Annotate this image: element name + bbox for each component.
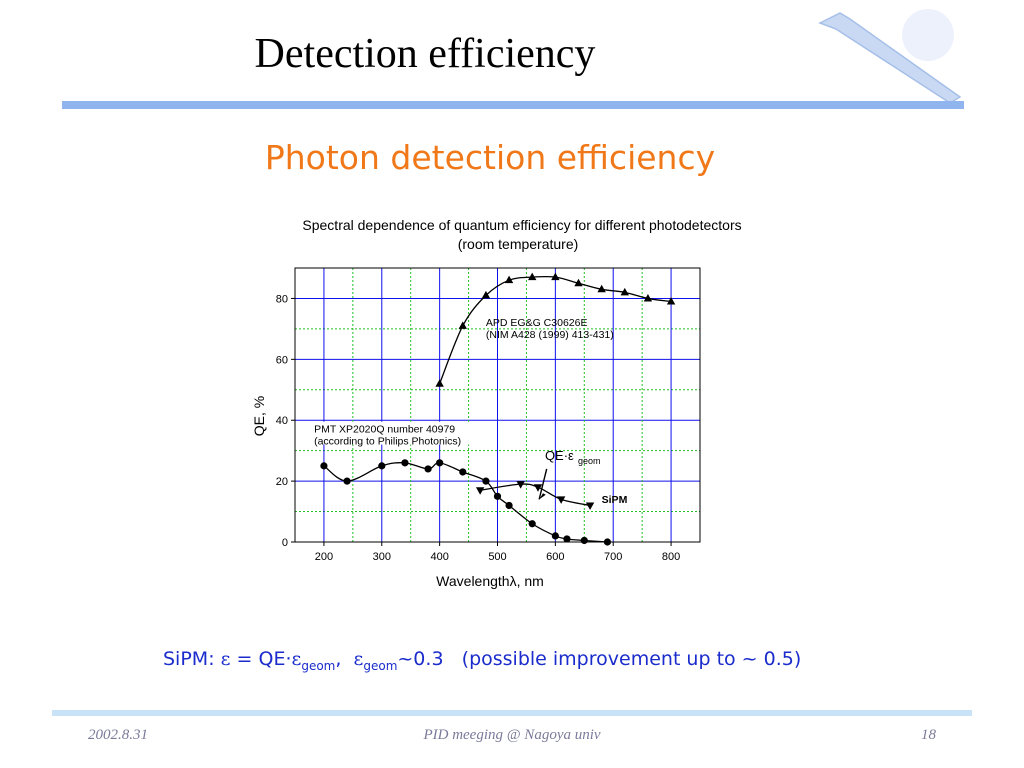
chart-series xyxy=(320,272,676,546)
title-underline xyxy=(62,101,964,109)
footer-page-number: 18 xyxy=(921,727,936,743)
qe-chart: Spectral dependence of quantum efficienc… xyxy=(240,210,800,600)
sipm-qe-annotation: QE·ε xyxy=(545,448,574,463)
formula-epsilon: ε xyxy=(220,648,231,670)
data-point xyxy=(551,272,560,281)
data-point xyxy=(574,278,583,287)
apd-label: APD EG&G C30626E xyxy=(486,317,588,329)
formula-note: (possible improvement up to ~ 0.5) xyxy=(461,648,802,670)
formula-lead: SiPM: xyxy=(163,648,215,670)
sipm-formula: SiPM: ε = QE·εgeom, εgeom~0.3 (possible … xyxy=(163,648,923,673)
x-tick-label: 400 xyxy=(430,551,448,563)
formula-epsilon-3: ε xyxy=(353,648,364,670)
series-0 xyxy=(435,272,676,387)
series-2 xyxy=(475,481,595,510)
slide-subtitle: Photon detection efficiency xyxy=(264,138,716,177)
data-point xyxy=(643,293,653,302)
data-point xyxy=(597,284,606,293)
formula-epsilon-2: ε xyxy=(291,648,302,670)
chart-annotations: APD EG&G C30626E(NIM A428 (1999) 413-431… xyxy=(312,317,628,506)
data-point xyxy=(493,492,502,500)
series-line xyxy=(323,462,608,543)
x-axis-label: Wavelengthλ, nm xyxy=(436,573,544,589)
annotation-arrowhead xyxy=(539,493,546,500)
data-point xyxy=(401,459,409,467)
sipm-qe-annotation-sub: geom xyxy=(578,456,601,466)
data-point xyxy=(481,290,491,299)
data-point xyxy=(666,296,676,305)
data-point xyxy=(603,538,612,546)
y-tick-label: 60 xyxy=(276,354,288,366)
chart-title: Spectral dependence of quantum efficienc… xyxy=(302,217,741,233)
data-point xyxy=(475,487,485,495)
x-tick-label: 500 xyxy=(488,551,506,563)
y-tick-label: 0 xyxy=(282,537,288,549)
y-tick-label: 20 xyxy=(276,476,288,488)
data-point xyxy=(556,496,566,504)
chart-grid xyxy=(295,267,701,543)
x-tick-label: 200 xyxy=(315,551,333,563)
data-point xyxy=(585,502,595,510)
stylus-decoration-icon xyxy=(818,9,962,104)
data-point xyxy=(528,520,536,528)
data-point xyxy=(458,321,467,329)
chart-svg: Spectral dependence of quantum efficienc… xyxy=(251,217,742,589)
x-tick-label: 700 xyxy=(604,551,622,563)
data-point xyxy=(504,275,514,284)
pmt-label: PMT XP2020Q number 40979 xyxy=(314,423,455,435)
data-point xyxy=(533,484,543,492)
formula-comma: , xyxy=(335,648,342,670)
apd-label-line2: (NIM A428 (1999) 413-431) xyxy=(486,329,614,341)
annotation-arrow xyxy=(538,468,548,500)
footer-event: PID meeging @ Nagoya univ xyxy=(423,727,601,743)
x-tick-label: 300 xyxy=(373,551,391,563)
data-point xyxy=(459,468,467,476)
footer-rule xyxy=(52,710,972,716)
y-tick-label: 80 xyxy=(276,293,288,305)
data-point xyxy=(505,501,513,510)
data-point xyxy=(343,477,351,485)
data-point xyxy=(516,481,525,489)
chart-subtitle: (room temperature) xyxy=(458,236,579,252)
data-point xyxy=(378,462,386,470)
data-point xyxy=(551,532,559,540)
pmt-label-line2: (according to Philips Photonics) xyxy=(314,436,461,448)
y-axis-label: QE, % xyxy=(251,396,267,436)
footer-date: 2002.8.31 xyxy=(88,727,148,743)
pmt-label-bg xyxy=(312,421,486,445)
formula-value: ~0.3 xyxy=(397,648,444,670)
data-point xyxy=(563,535,571,543)
x-tick-label: 600 xyxy=(546,551,564,563)
data-point xyxy=(320,462,328,470)
x-tick-label: 800 xyxy=(662,551,680,563)
data-point xyxy=(436,459,444,467)
chart-ticks: 200 300 400 500 600 700 800 0 20 40 60 80 xyxy=(276,293,681,563)
formula-sub-geom: geom xyxy=(301,658,336,673)
sipm-label: SiPM xyxy=(602,494,628,506)
formula-sub-geom-2: geom xyxy=(363,658,398,673)
data-point xyxy=(580,536,588,545)
data-point xyxy=(424,465,432,473)
data-point xyxy=(620,287,629,296)
data-point xyxy=(482,477,490,485)
slide-title: Detection efficiency xyxy=(254,31,596,77)
formula-equals: = QE· xyxy=(236,648,292,670)
y-tick-label: 40 xyxy=(276,415,288,427)
data-point xyxy=(528,272,537,281)
data-point xyxy=(435,379,444,387)
series-1 xyxy=(320,459,612,546)
